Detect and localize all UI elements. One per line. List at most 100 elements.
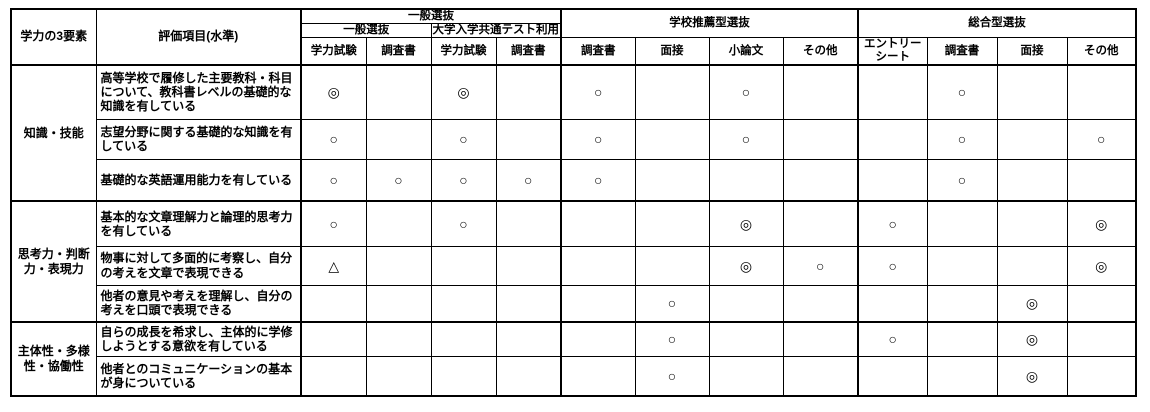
empty-mark-cell [634, 64, 710, 120]
mark-cell: ○ [926, 118, 998, 160]
criterion-cell: 高等学校で履修した主要教科・科目について、教科書レベルの基礎的な知識を有している [95, 64, 302, 120]
empty-mark-cell [495, 245, 562, 286]
mark-cell: ○ [857, 245, 928, 286]
empty-mark-cell [782, 355, 859, 397]
empty-mark-cell [782, 200, 859, 247]
empty-mark-cell [430, 355, 497, 397]
empty-mark-cell [782, 321, 859, 357]
empty-mark-cell [857, 118, 928, 160]
mark-cell: ○ [782, 245, 859, 286]
mark-cell: ◎ [1066, 245, 1137, 286]
column-header-school-report: 調査書 [560, 36, 636, 67]
mark-cell: ○ [300, 158, 367, 202]
mark-cell: ○ [1066, 118, 1137, 160]
empty-mark-cell [365, 355, 432, 397]
mark-cell: ○ [634, 284, 710, 323]
empty-mark-cell [708, 158, 784, 202]
mark-cell: ○ [560, 118, 636, 160]
empty-mark-cell [1066, 321, 1137, 357]
table-row: 思考力・判断力・表現力 基本的な文章理解力と論理的思考力を有している ○ ○ ◎ ○ ◎ [10, 200, 1137, 323]
table-row: 他者とのコミュニケーションの基本が身についている ○ ◎ [11, 355, 1137, 397]
empty-mark-cell [634, 245, 710, 286]
header-row-columns: 学力試験 調査書 学力試験 調査書 調査書 面接 小論文 その他 エントリーシー… [11, 36, 1137, 67]
table-row: 他者の意見や考えを理解し、自分の考えを口頭で表現できる ○ ◎ [11, 284, 1137, 323]
empty-mark-cell [634, 158, 710, 202]
empty-mark-cell [634, 118, 710, 160]
empty-mark-cell [300, 284, 367, 323]
column-header-essay: 小論文 [708, 36, 784, 67]
subheader-general: 一般選抜 [300, 22, 432, 38]
empty-mark-cell [857, 64, 928, 120]
empty-mark-cell [857, 284, 928, 323]
empty-mark-cell [1066, 64, 1137, 120]
empty-mark-cell [495, 355, 562, 397]
empty-mark-cell [495, 64, 562, 120]
empty-mark-cell [782, 284, 859, 323]
empty-mark-cell [300, 355, 367, 397]
criterion-cell: 物事に対して多面的に考察し、自分の考えを文章で表現できる [95, 245, 302, 286]
empty-mark-cell [560, 321, 636, 357]
mark-cell: ○ [708, 118, 784, 160]
header-general-selection: 一般選抜 [300, 8, 562, 24]
row-group-label: 知識・技能 [10, 64, 97, 202]
mark-cell: ◎ [1066, 200, 1137, 247]
mark-cell: ◎ [996, 321, 1068, 357]
criterion-cell: 基礎的な英語運用能力を有している [95, 158, 302, 202]
empty-mark-cell [634, 200, 710, 247]
criterion-cell: 他者とのコミュニケーションの基本が身についている [95, 355, 302, 397]
table-body: 知識・技能 高等学校で履修した主要教科・科目について、教科書レベルの基礎的な知識を… [10, 64, 1137, 397]
column-header-school-report: 調査書 [495, 36, 562, 67]
empty-mark-cell [495, 118, 562, 160]
table-row: 主体性・多様性・協働性 自らの成長を希求し、主体的に学修しようとする意欲を有してい… [10, 321, 1137, 397]
empty-mark-cell [926, 200, 998, 247]
mark-cell: ○ [300, 200, 367, 247]
empty-mark-cell [430, 284, 497, 323]
mark-cell: ○ [300, 118, 367, 160]
empty-mark-cell [708, 284, 784, 323]
mark-cell: △ [300, 245, 367, 286]
empty-mark-cell [857, 355, 928, 397]
column-header-school-report: 調査書 [926, 36, 998, 67]
empty-mark-cell [365, 200, 432, 247]
mark-cell: ○ [857, 200, 928, 247]
column-header-interview: 面接 [634, 36, 710, 67]
row-group-label: 思考力・判断力・表現力 [10, 200, 97, 323]
table-row: 基礎的な英語運用能力を有している ○ ○ ○ ○ ○ ○ [11, 158, 1137, 202]
table-header: 学力の3要素 評価項目(水準) 一般選抜 学校推薦型選抜 総合型選抜 一般選抜 … [10, 8, 1137, 67]
table-row: 知識・技能 高等学校で履修した主要教科・科目について、教科書レベルの基礎的な知識を… [10, 64, 1137, 202]
empty-mark-cell [996, 158, 1068, 202]
empty-mark-cell [365, 284, 432, 323]
empty-mark-cell [996, 64, 1068, 120]
header-recommendation-selection: 学校推薦型選抜 [560, 8, 859, 38]
column-header-academic-exam: 学力試験 [430, 36, 497, 67]
criterion-cell: 他者の意見や考えを理解し、自分の考えを口頭で表現できる [95, 284, 302, 323]
mark-cell: ○ [365, 158, 432, 202]
empty-mark-cell [782, 118, 859, 160]
subheader-common-test: 大学入学共通テスト利用 [430, 22, 562, 38]
empty-mark-cell [365, 245, 432, 286]
table-row: 物事に対して多面的に考察し、自分の考えを文章で表現できる △ ◎ ○ ○ ◎ [11, 245, 1137, 286]
empty-mark-cell [926, 355, 998, 397]
empty-mark-cell [926, 245, 998, 286]
mark-cell: ○ [430, 200, 497, 247]
mark-cell: ◎ [430, 64, 497, 120]
mark-cell: ◎ [996, 284, 1068, 323]
mark-cell: ○ [926, 64, 998, 120]
header-evaluation-item: 評価項目(水準) [95, 8, 302, 67]
empty-mark-cell [996, 245, 1068, 286]
empty-mark-cell [996, 118, 1068, 160]
empty-mark-cell [1066, 284, 1137, 323]
empty-mark-cell [926, 284, 998, 323]
mark-cell: ◎ [300, 64, 367, 120]
empty-mark-cell [365, 64, 432, 120]
mark-cell: ○ [430, 158, 497, 202]
empty-mark-cell [926, 321, 998, 357]
header-row-subgroups: 一般選抜 大学入学共通テスト利用 [11, 22, 1136, 38]
empty-mark-cell [708, 321, 784, 357]
header-row-groups: 学力の3要素 評価項目(水準) 一般選抜 学校推薦型選抜 総合型選抜 [10, 8, 1137, 67]
empty-mark-cell [560, 284, 636, 323]
empty-mark-cell [782, 158, 859, 202]
column-header-other: その他 [1066, 36, 1137, 67]
mark-cell: ○ [857, 321, 928, 357]
mark-cell: ○ [708, 64, 784, 120]
